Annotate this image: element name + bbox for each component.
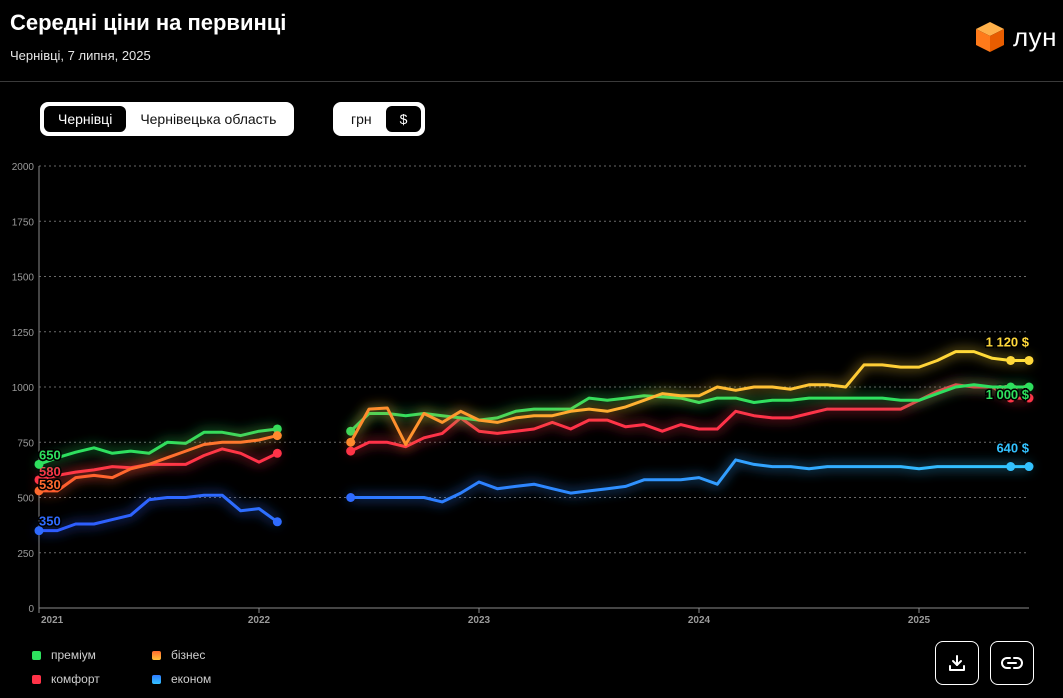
legend-item-premium[interactable]: преміум (32, 648, 152, 662)
series-line-бізнес (37, 434, 279, 493)
logo-text: лун (1012, 21, 1057, 52)
logo[interactable]: лун (973, 20, 1057, 54)
series-line-економ (349, 458, 1031, 504)
legend-swatch-premium (32, 650, 41, 660)
series-end-label-економ: 640 $ (996, 441, 1029, 456)
legend-label-comfort: комфорт (51, 672, 100, 686)
series-end-point-преміум (1024, 382, 1034, 392)
page-title: Середні ціни на первинці (10, 10, 287, 35)
legend-item-comfort[interactable]: комфорт (32, 672, 152, 686)
x-tick-label: 2024 (688, 615, 711, 626)
series-point-бізнес (272, 431, 282, 441)
series-point-бізнес (34, 486, 44, 496)
currency-toggle: грн $ (333, 102, 426, 136)
y-tick-label: 2000 (12, 162, 35, 173)
series-point-економ (272, 517, 282, 527)
download-button[interactable] (935, 641, 979, 685)
series-point-економ (346, 493, 356, 502)
series-end-point-бізнес (1006, 355, 1016, 365)
series-start-label-комфорт: 580 (39, 464, 61, 479)
series-point-комфорт (346, 446, 356, 456)
legend-label-economy: економ (171, 672, 212, 686)
y-tick-label: 0 (28, 604, 34, 615)
series-end-label-бізнес: 1 120 $ (986, 334, 1030, 349)
series-end-point-преміум (1006, 382, 1016, 392)
series-line-економ (37, 493, 279, 533)
download-icon (949, 655, 965, 671)
series-point-економ (34, 526, 44, 536)
series-line-преміум (37, 427, 279, 466)
series-end-point-комфорт (1006, 393, 1016, 403)
legend-label-premium: преміум (51, 648, 96, 662)
legend-swatch-comfort (32, 674, 41, 684)
y-tick-label: 1500 (12, 273, 35, 284)
y-tick-label: 1750 (12, 217, 35, 228)
y-tick-label: 1000 (12, 383, 35, 394)
series-start-label-бізнес: 530 (39, 477, 61, 492)
series-point-преміум (34, 459, 44, 469)
series-point-комфорт (272, 448, 282, 458)
y-tick-label: 1250 (12, 328, 35, 339)
y-tick-label: 750 (17, 438, 34, 449)
x-tick-label: 2025 (908, 615, 931, 626)
series-point-бізнес (346, 437, 356, 447)
series-line-комфорт (37, 447, 279, 482)
series-end-label-преміум: 1 000 $ (986, 387, 1030, 402)
series-start-label-преміум: 650 (39, 447, 61, 462)
currency-option-usd[interactable]: $ (385, 106, 422, 132)
x-tick-label: 2023 (468, 615, 491, 626)
region-toggle: Чернівці Чернівецька область (40, 102, 295, 136)
link-icon (1001, 657, 1023, 669)
legend-label-business: бізнес (171, 648, 206, 662)
series-end-point-бізнес (1024, 355, 1034, 365)
series-end-point-економ (1024, 462, 1034, 472)
series-point-преміум (346, 426, 356, 436)
region-option-oblast[interactable]: Чернівецька область (140, 111, 277, 127)
y-tick-label: 250 (17, 549, 34, 560)
currency-option-uah[interactable]: грн (351, 111, 372, 127)
series-point-преміум (272, 424, 282, 434)
series-end-point-економ (1006, 462, 1016, 472)
legend-item-business[interactable]: бізнес (152, 648, 252, 662)
legend-swatch-business (152, 650, 161, 660)
series-line-преміум (349, 383, 1031, 433)
y-tick-label: 500 (17, 494, 34, 505)
price-line-chart: 0 250 500 750 1000 1250 1500 1750 2000 2021 2022 20… (12, 162, 1034, 626)
series-start-label-економ: 350 (39, 514, 61, 529)
legend-swatch-economy (152, 674, 161, 684)
series-end-point-комфорт (1024, 393, 1034, 403)
region-option-city[interactable]: Чернівці (44, 106, 127, 132)
legend-item-economy[interactable]: економ (152, 672, 252, 686)
copy-link-button[interactable] (990, 641, 1034, 685)
series-line-бізнес (349, 350, 1031, 446)
chart-legend: преміум бізнес комфорт економ (32, 648, 252, 686)
x-tick-label: 2022 (248, 615, 271, 626)
series-point-комфорт (34, 475, 44, 485)
header-divider (0, 81, 1063, 82)
x-tick-label: 2021 (41, 615, 64, 626)
orange-cube-icon (975, 22, 1004, 52)
page-subtitle: Чернівці, 7 липня, 2025 (10, 48, 151, 63)
